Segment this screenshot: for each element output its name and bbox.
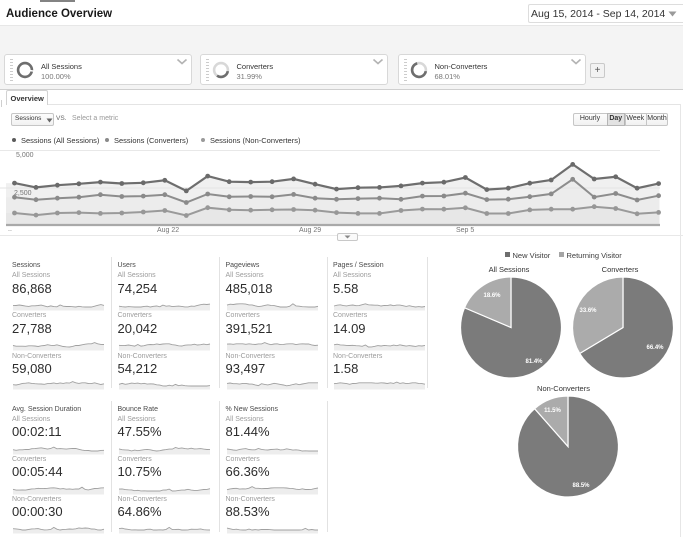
svg-text:11.5%: 11.5% <box>544 408 561 414</box>
svg-text:66.4%: 66.4% <box>646 345 664 351</box>
svg-text:33.6%: 33.6% <box>579 308 597 314</box>
svg-text:18.6%: 18.6% <box>483 293 501 299</box>
svg-text:81.4%: 81.4% <box>525 359 543 365</box>
svg-text:88.5%: 88.5% <box>572 483 590 489</box>
